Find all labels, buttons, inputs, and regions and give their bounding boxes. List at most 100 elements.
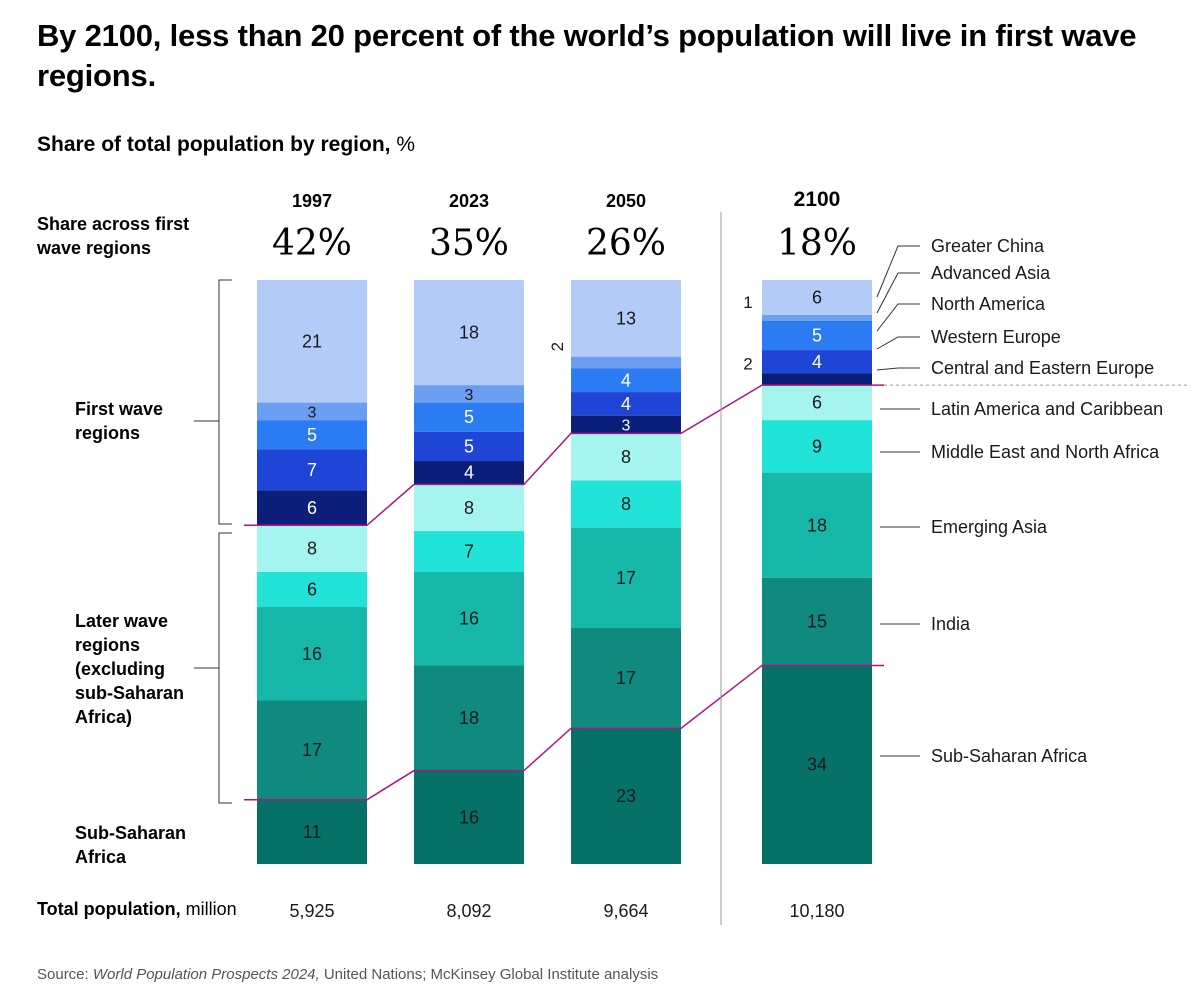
bar-2050-western-europe [571,392,681,416]
bar-2050-latin-america-and-caribbean [571,433,681,481]
bar-2050-emerging-asia [571,527,681,629]
year-label: 2050 [606,191,646,211]
value-label: 9 [812,436,822,456]
value-label: 4 [464,463,474,483]
legend-leader [876,336,920,350]
legend-leader [876,245,920,298]
legend-leader [876,303,920,332]
value-label-outside: 1 [743,293,752,312]
later-wave-bracket [218,532,232,804]
legend-latin-america-and-caribbean: Latin America and Caribbean [931,399,1163,419]
first-wave-share: 42% [272,223,352,264]
legend-leader [876,272,920,314]
value-label: 6 [812,393,822,413]
year-label: 2100 [794,188,841,211]
bar-2050-advanced-asia [571,356,681,369]
total-population-value: 10,180 [789,901,844,921]
bar-2023-india [414,665,524,771]
source-rest: United Nations; McKinsey Global Institut… [319,966,659,983]
bar-2050-greater-china [571,280,681,357]
value-label: 15 [807,612,827,632]
first-wave-share: 26% [586,223,666,264]
value-label: 8 [621,494,631,514]
bar-2023-emerging-asia [414,572,524,666]
first-wave-label: First wave regions [75,399,164,443]
bar-1997-latin-america-and-caribbean [257,525,367,572]
legend-central-and-eastern-europe: Central and Eastern Europe [931,358,1154,378]
value-label: 21 [302,331,322,351]
total-population-value: 5,925 [289,901,334,921]
value-label: 18 [459,323,479,343]
legend-sub-saharan-africa: Sub-Saharan Africa [931,746,1088,766]
bar-2100-sub-saharan-africa [762,665,872,864]
value-label: 34 [807,755,827,775]
value-label: 5 [464,436,474,456]
bar-1997-emerging-asia [257,607,367,701]
bar-2050-sub-saharan-africa [571,728,681,864]
value-label: 17 [302,740,322,760]
year-label: 1997 [292,191,332,211]
bar-2023-latin-america-and-caribbean [414,484,524,532]
bar-2100-emerging-asia [762,472,872,578]
legend-middle-east-and-north-africa: Middle East and North Africa [931,442,1160,462]
bar-1997-north-america [257,420,367,450]
bar-2100-western-europe [762,350,872,374]
bar-2050-india [571,628,681,729]
value-label: 17 [616,568,636,588]
bar-2100-latin-america-and-caribbean [762,385,872,421]
value-label: 3 [308,404,317,421]
value-label: 7 [307,460,317,480]
bar-2100-middle-east-and-north-africa [762,420,872,473]
value-label: 3 [465,387,474,404]
value-label: 4 [621,394,631,414]
bar-1997-advanced-asia [257,402,367,421]
first-wave-bracket [218,279,232,525]
bar-1997-india [257,700,367,800]
value-label: 3 [622,418,631,435]
value-label-outside: 2 [743,354,752,373]
bar-2050-middle-east-and-north-africa [571,480,681,528]
value-label: 18 [459,708,479,728]
subtitle-text: Share of total population by region, [37,133,391,156]
legend-greater-china: Greater China [931,236,1045,256]
bar-1997-middle-east-and-north-africa [257,572,367,608]
total-label-text: Total population, [37,899,181,919]
total-population-value: 8,092 [446,901,491,921]
bar-2023-greater-china [414,280,524,386]
ssa-group-label: Sub-Saharan Africa [75,823,187,867]
value-label: 16 [459,807,479,827]
first-wave-share: 35% [429,223,509,264]
bar-2100-india [762,577,872,666]
bar-1997-sub-saharan-africa [257,799,367,864]
value-label: 8 [307,539,317,559]
bar-2100-advanced-asia [762,315,872,321]
bar-1997-central-and-eastern-europe [257,490,367,526]
value-label: 6 [307,498,317,518]
bar-2100-greater-china [762,280,872,316]
source-note: Source: World Population Prospects 2024,… [37,966,658,983]
year-label: 2023 [449,191,489,211]
value-label: 7 [464,542,474,562]
value-label: 4 [621,370,631,390]
value-label: 5 [307,425,317,445]
legend-advanced-asia: Advanced Asia [931,263,1051,283]
legend-western-europe: Western Europe [931,327,1061,347]
first-wave-connector-line [244,384,884,527]
value-label: 16 [302,644,322,664]
total-label-unit: million [185,899,237,919]
value-label: 11 [303,822,322,842]
value-label: 4 [812,352,822,372]
bar-2023-north-america [414,402,524,432]
later-wave-label: Later wave regions (excluding sub-Sahara… [75,611,185,727]
bar-2023-middle-east-and-north-africa [414,531,524,572]
first-wave-share: 18% [777,223,857,264]
share-across-label: Share across first wave regions [37,214,190,258]
chart-subtitle: Share of total population by region, % [37,133,415,157]
bar-2023-advanced-asia [414,385,524,403]
source-prefix: Source: [37,966,93,983]
value-label: 18 [807,515,827,535]
bar-2050-central-and-eastern-europe [571,415,681,434]
total-population-label: Total population, million [37,899,237,920]
value-label: 6 [307,580,317,600]
bar-1997-greater-china [257,280,367,403]
